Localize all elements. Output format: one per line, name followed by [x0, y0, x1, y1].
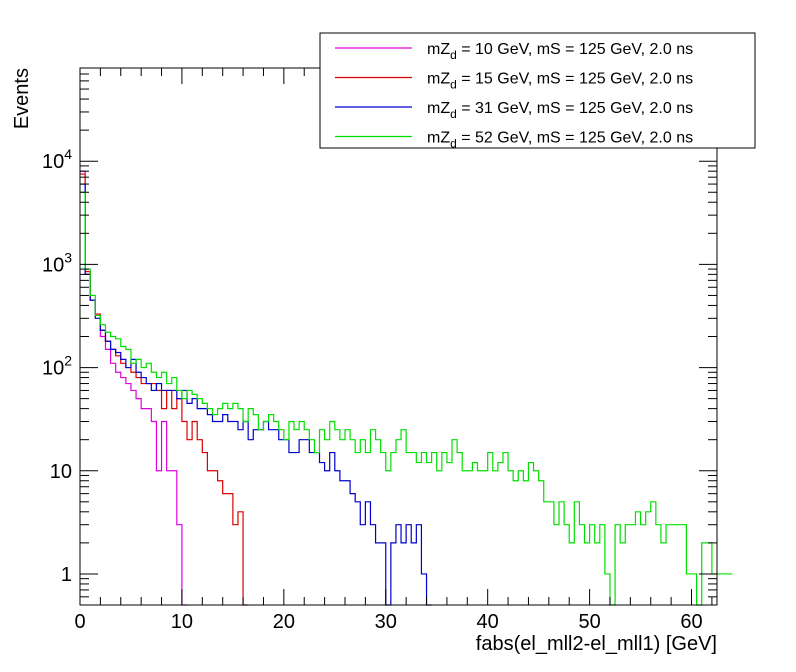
x-tick-label: 30 [375, 611, 397, 633]
x-tick-label: 60 [680, 611, 702, 633]
x-axis-label: fabs(el_mll2-el_mll1) [GeV] [476, 633, 717, 655]
y-tick-label: 103 [42, 249, 72, 276]
x-tick-label: 50 [578, 611, 600, 633]
series-line-3 [80, 183, 432, 606]
y-tick-label: 1 [61, 564, 72, 586]
legend-box [319, 32, 756, 149]
series-line-1 [80, 170, 188, 606]
legend-label-4: mZd = 52 GeV, mS = 125 GeV, 2.0 ns [427, 130, 693, 151]
series-layer [80, 170, 733, 606]
y-tick-label: 102 [42, 353, 72, 380]
x-tick-label: 40 [477, 611, 499, 633]
legend-label-2: mZd = 15 GeV, mS = 125 GeV, 2.0 ns [427, 71, 693, 92]
y-tick-label: 10 [50, 461, 72, 483]
y-axis: 1 10 102 103 104 [42, 67, 717, 606]
series-line-2 [80, 173, 249, 606]
x-axis: 0 10 20 30 40 50 60 [74, 68, 713, 633]
series-line-4 [80, 191, 733, 606]
legend-label-3: mZd = 31 GeV, mS = 125 GeV, 2.0 ns [427, 100, 693, 121]
y-tick-label: 104 [42, 146, 72, 173]
legend: mZd = 10 GeV, mS = 125 GeV, 2.0 ns mZd = … [319, 32, 756, 151]
x-tick-label: 20 [273, 611, 295, 633]
x-tick-label: 10 [171, 611, 193, 633]
y-axis-label: Events [11, 68, 33, 129]
x-tick-label: 0 [74, 611, 85, 633]
legend-label-1: mZd = 10 GeV, mS = 125 GeV, 2.0 ns [427, 41, 693, 62]
